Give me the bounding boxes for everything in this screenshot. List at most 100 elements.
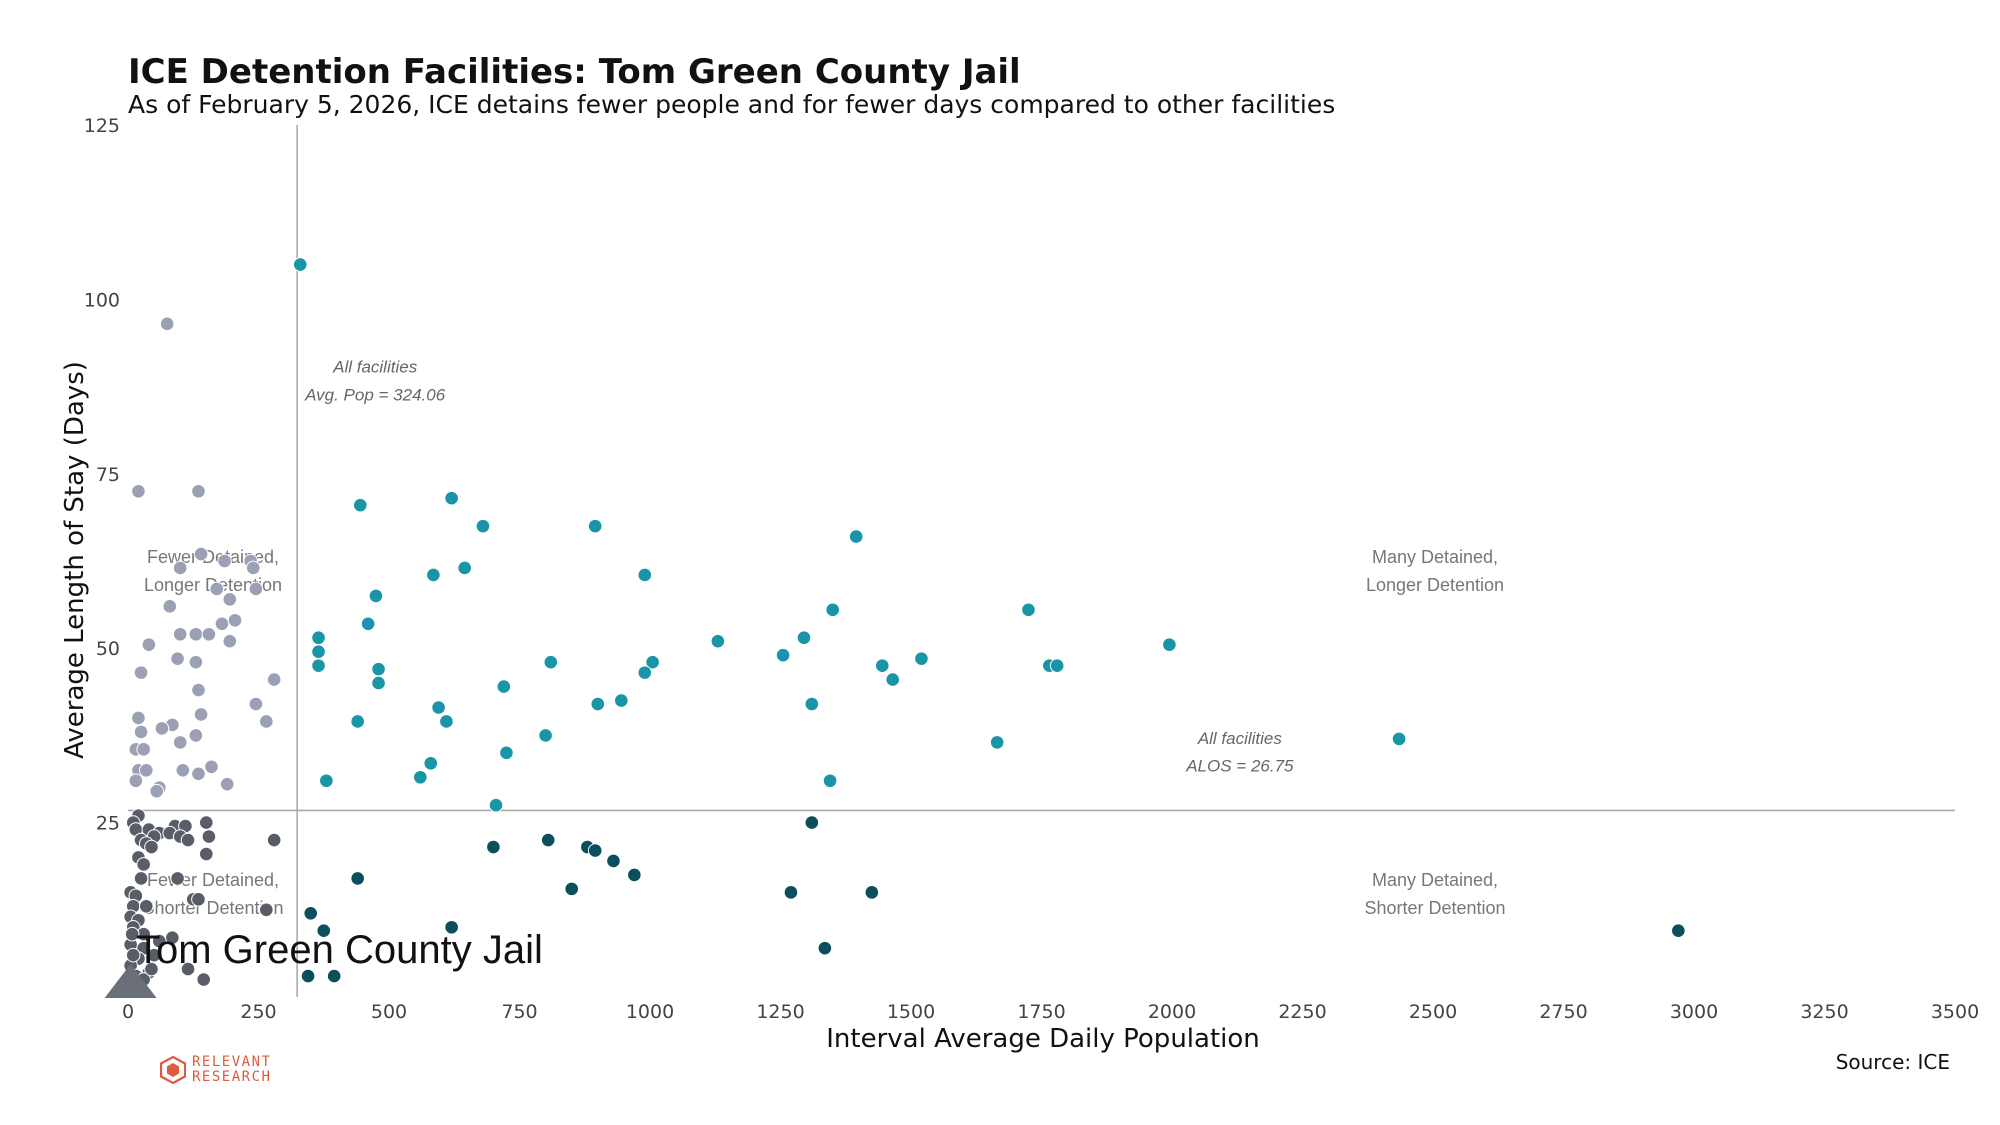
data-point xyxy=(645,654,660,670)
data-point xyxy=(350,871,365,886)
data-point xyxy=(637,567,653,583)
data-point xyxy=(170,651,185,666)
data-point xyxy=(488,797,504,813)
data-point xyxy=(214,616,230,632)
x-tick-label: 1750 xyxy=(1017,1001,1065,1023)
data-point xyxy=(292,257,308,272)
quadrant-label-lower-left: Fewer Detained, xyxy=(147,870,279,890)
data-point xyxy=(587,518,603,534)
x-tick-label: 0 xyxy=(122,1001,134,1023)
quadrant-label-lower-right: Shorter Detention xyxy=(1364,898,1505,918)
y-tick-label: 25 xyxy=(96,813,120,835)
data-point xyxy=(162,599,178,614)
x-tick-label: 2750 xyxy=(1539,1001,1587,1023)
data-point xyxy=(146,947,162,963)
data-point xyxy=(159,316,175,332)
data-point xyxy=(499,745,514,761)
data-point xyxy=(710,633,726,649)
data-point xyxy=(848,529,864,544)
data-point xyxy=(540,832,556,848)
data-point xyxy=(444,490,459,506)
quadrant-label-upper-right: Longer Detention xyxy=(1366,575,1504,595)
data-point xyxy=(319,773,334,789)
x-tick-label: 3000 xyxy=(1670,1001,1718,1023)
data-point xyxy=(326,968,342,984)
y-axis-ticks: 25 50 75 100 125 xyxy=(84,115,120,835)
data-point xyxy=(538,728,553,743)
data-point xyxy=(613,693,629,708)
data-point xyxy=(637,665,653,680)
data-point xyxy=(1049,658,1065,673)
data-point xyxy=(227,612,243,628)
data-point xyxy=(188,626,204,642)
y-tick-label: 75 xyxy=(96,464,120,486)
data-point xyxy=(259,902,274,918)
data-point xyxy=(133,871,149,886)
data-point xyxy=(199,815,214,830)
data-point xyxy=(152,933,167,949)
data-point xyxy=(131,483,146,499)
data-point xyxy=(180,832,196,848)
data-point xyxy=(138,899,154,914)
data-point xyxy=(193,707,209,722)
data-point xyxy=(259,714,274,729)
data-point xyxy=(817,940,833,956)
data-point xyxy=(311,658,326,673)
data-point xyxy=(783,885,799,900)
x-tick-label: 2250 xyxy=(1278,1001,1326,1023)
data-point xyxy=(587,843,603,858)
data-point xyxy=(248,696,264,712)
data-point xyxy=(989,735,1005,750)
data-point xyxy=(188,654,204,670)
data-point xyxy=(170,871,185,886)
data-point xyxy=(201,829,217,844)
data-point xyxy=(822,773,838,789)
data-point xyxy=(131,710,146,726)
data-point xyxy=(423,756,439,771)
data-point xyxy=(124,926,140,942)
data-point xyxy=(172,560,188,576)
x-tick-label: 3500 xyxy=(1931,1001,1979,1023)
source-note: Source: ICE xyxy=(1835,1050,1950,1074)
data-point xyxy=(222,592,238,607)
highlight-label: Tom Green County Jail xyxy=(136,928,543,972)
data-point xyxy=(248,581,264,597)
data-point xyxy=(368,588,384,604)
data-point xyxy=(311,644,326,659)
data-point xyxy=(209,581,225,597)
hexagon-logo-icon xyxy=(160,1056,186,1084)
data-point xyxy=(486,839,501,855)
data-point xyxy=(590,696,606,712)
data-point xyxy=(245,560,261,576)
relevant-research-logo: RELEVANT RESEARCH xyxy=(160,1055,271,1085)
data-point xyxy=(864,885,880,900)
y-tick-label: 100 xyxy=(84,289,120,311)
data-point xyxy=(191,892,206,907)
data-point xyxy=(426,567,441,583)
data-point xyxy=(193,546,209,562)
data-point xyxy=(371,661,386,677)
x-tick-label: 1500 xyxy=(887,1001,935,1023)
data-point xyxy=(144,961,159,977)
data-point xyxy=(136,857,151,872)
data-point xyxy=(204,759,219,775)
data-point xyxy=(128,773,144,789)
quadrant-label-lower-right: Many Detained, xyxy=(1372,870,1498,890)
data-point xyxy=(874,658,890,673)
x-tick-label: 3250 xyxy=(1800,1001,1848,1023)
data-point xyxy=(914,651,929,666)
data-point xyxy=(804,696,820,712)
data-point xyxy=(885,672,901,687)
quadrant-label-lower-left: Shorter Detention xyxy=(142,898,283,918)
x-tick-label: 750 xyxy=(501,1001,537,1023)
data-point xyxy=(352,497,368,513)
data-point xyxy=(311,630,326,646)
data-point xyxy=(125,947,141,963)
data-point xyxy=(136,742,151,757)
x-axis-title: Interval Average Daily Population xyxy=(826,1024,1260,1054)
logo-line-1: RELEVANT xyxy=(192,1054,272,1070)
data-point xyxy=(266,832,282,848)
data-point xyxy=(350,714,365,729)
data-point xyxy=(149,783,165,799)
